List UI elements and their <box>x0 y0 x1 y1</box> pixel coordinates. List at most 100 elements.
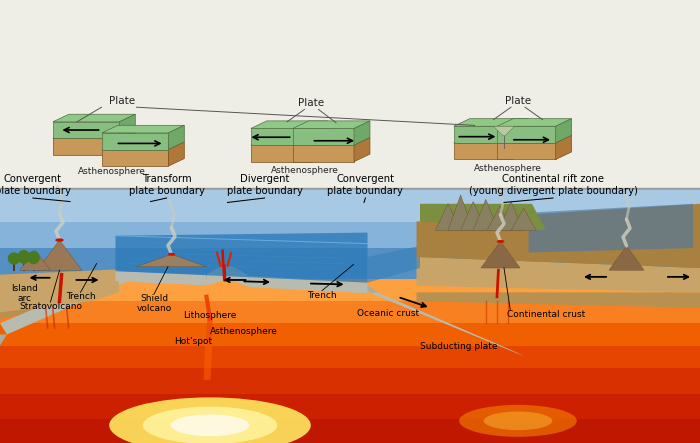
Polygon shape <box>528 204 693 253</box>
Text: Trench: Trench <box>307 291 337 299</box>
Ellipse shape <box>27 251 40 264</box>
Polygon shape <box>293 128 354 145</box>
Text: Divergent
plate boundary: Divergent plate boundary <box>227 174 302 196</box>
Polygon shape <box>357 284 525 357</box>
Text: Asthenosphere: Asthenosphere <box>271 166 338 175</box>
Bar <box>0 279 700 301</box>
Text: Asthenosphere: Asthenosphere <box>210 327 277 336</box>
Polygon shape <box>251 128 312 145</box>
Polygon shape <box>497 135 572 143</box>
Polygon shape <box>416 257 700 292</box>
Text: Lithosphere: Lithosphere <box>183 311 237 320</box>
Ellipse shape <box>18 250 30 264</box>
Polygon shape <box>368 246 420 283</box>
Polygon shape <box>312 121 328 145</box>
Polygon shape <box>454 143 512 159</box>
Polygon shape <box>102 142 184 150</box>
Polygon shape <box>511 208 536 230</box>
Polygon shape <box>461 202 486 230</box>
Polygon shape <box>473 199 498 230</box>
Polygon shape <box>512 119 528 143</box>
Polygon shape <box>102 150 168 166</box>
Polygon shape <box>0 269 119 312</box>
Polygon shape <box>494 126 514 136</box>
Polygon shape <box>251 121 328 128</box>
Text: Shield
volcano: Shield volcano <box>136 294 172 313</box>
Polygon shape <box>20 250 50 270</box>
Polygon shape <box>556 119 572 143</box>
Text: Continental crust: Continental crust <box>507 310 585 319</box>
Ellipse shape <box>143 407 277 443</box>
Bar <box>0 190 700 222</box>
Text: Continental rift zone
(young divergent plate boundary): Continental rift zone (young divergent p… <box>468 174 638 196</box>
Polygon shape <box>53 122 119 139</box>
Polygon shape <box>102 133 168 150</box>
Bar <box>0 0 700 188</box>
Bar <box>0 188 700 443</box>
Polygon shape <box>454 126 512 143</box>
Polygon shape <box>136 254 206 267</box>
Ellipse shape <box>497 240 504 243</box>
Text: Asthenosphere: Asthenosphere <box>474 163 541 173</box>
Bar <box>0 188 700 248</box>
Bar <box>0 301 700 323</box>
Polygon shape <box>293 121 370 128</box>
Polygon shape <box>497 119 572 126</box>
Polygon shape <box>556 135 572 159</box>
Polygon shape <box>420 204 546 230</box>
Bar <box>0 323 700 346</box>
Polygon shape <box>102 125 184 133</box>
Polygon shape <box>53 114 135 122</box>
Polygon shape <box>0 271 133 334</box>
Polygon shape <box>416 204 700 268</box>
Polygon shape <box>512 135 528 159</box>
Polygon shape <box>53 139 119 155</box>
Text: Plate: Plate <box>298 98 325 109</box>
Polygon shape <box>119 114 135 139</box>
Polygon shape <box>251 137 328 145</box>
Polygon shape <box>293 145 354 162</box>
Polygon shape <box>609 246 644 270</box>
Ellipse shape <box>171 415 249 436</box>
Text: Plate: Plate <box>505 96 531 106</box>
Polygon shape <box>206 266 248 287</box>
Polygon shape <box>119 131 135 155</box>
Ellipse shape <box>109 397 311 443</box>
Polygon shape <box>454 119 528 126</box>
Polygon shape <box>248 276 368 293</box>
Polygon shape <box>37 240 82 270</box>
Text: Hot’spot: Hot’spot <box>174 337 212 346</box>
Bar <box>0 419 700 443</box>
Polygon shape <box>357 283 378 293</box>
Text: Subducting plate: Subducting plate <box>420 342 497 351</box>
Bar <box>0 368 700 394</box>
Polygon shape <box>168 125 184 150</box>
Polygon shape <box>481 241 520 268</box>
Bar <box>0 346 700 368</box>
Text: Stratovolcano: Stratovolcano <box>19 302 82 311</box>
Ellipse shape <box>459 405 577 437</box>
Text: Convergent
plate boundary: Convergent plate boundary <box>0 174 71 196</box>
Ellipse shape <box>55 238 64 242</box>
Polygon shape <box>116 271 206 285</box>
Polygon shape <box>53 131 135 139</box>
Polygon shape <box>354 137 370 162</box>
Polygon shape <box>497 126 556 143</box>
Polygon shape <box>251 145 312 162</box>
Ellipse shape <box>8 253 20 265</box>
Polygon shape <box>116 233 368 283</box>
Bar <box>0 394 700 419</box>
Polygon shape <box>454 135 528 143</box>
Text: Transform
plate boundary: Transform plate boundary <box>129 174 204 196</box>
Polygon shape <box>0 334 7 346</box>
Polygon shape <box>497 143 556 159</box>
Polygon shape <box>354 121 370 145</box>
Polygon shape <box>498 202 524 230</box>
Text: Island
arc: Island arc <box>11 284 38 303</box>
Text: Convergent
plate boundary: Convergent plate boundary <box>328 174 403 196</box>
Text: Trench: Trench <box>66 292 95 301</box>
Polygon shape <box>293 137 370 145</box>
Polygon shape <box>487 206 512 230</box>
Ellipse shape <box>168 253 175 256</box>
Polygon shape <box>435 204 461 230</box>
